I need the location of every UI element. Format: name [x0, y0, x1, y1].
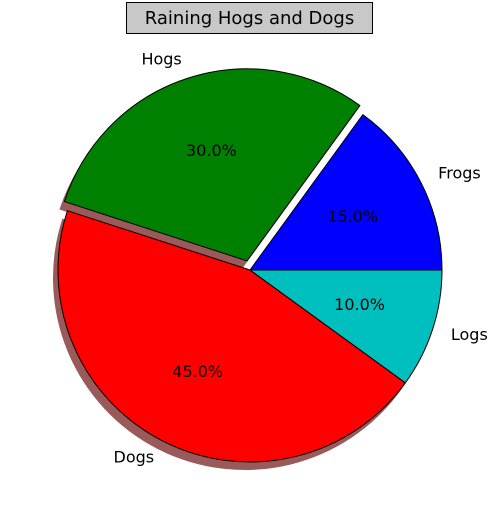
slice-frogs	[249, 114, 443, 271]
slice-label-dogs: Dogs	[114, 448, 155, 467]
slice-percent-dogs: 45.0%	[172, 362, 223, 381]
slice-dogs	[57, 210, 406, 463]
slice-percent-frogs: 15.0%	[327, 207, 378, 226]
chart-title: Raining Hogs and Dogs	[126, 2, 373, 34]
slice-hogs	[63, 68, 361, 262]
pie-labels: Frogs 15.0% Hogs 30.0% Dogs 45.0% Logs 10.0%	[114, 50, 488, 467]
slice-percent-hogs: 30.0%	[186, 141, 237, 160]
pie-slices	[57, 68, 443, 463]
slice-label-frogs: Frogs	[438, 164, 481, 183]
slice-label-hogs: Hogs	[141, 50, 181, 69]
slice-label-logs: Logs	[451, 325, 488, 344]
slice-percent-logs: 10.0%	[334, 295, 385, 314]
slice-logs	[249, 269, 443, 384]
